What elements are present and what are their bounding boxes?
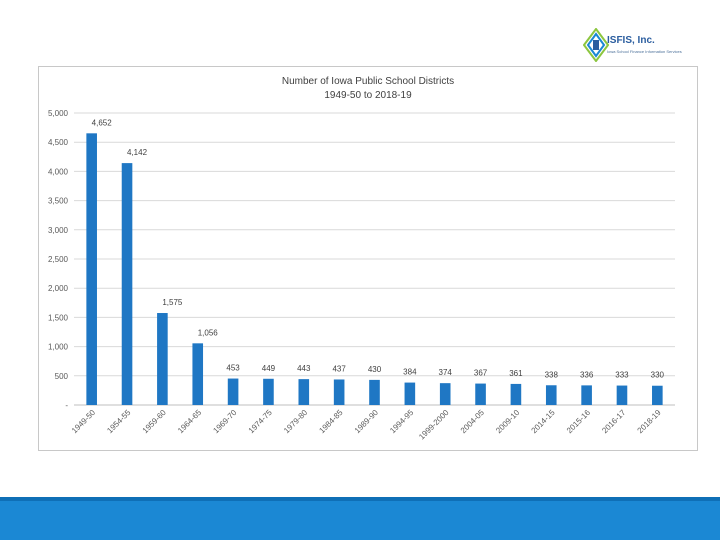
data-label: 384: [403, 368, 417, 377]
bar-1964-65: [192, 343, 204, 405]
x-tick-label: 1979-80: [282, 408, 310, 436]
data-label: 430: [368, 365, 382, 374]
x-tick-label: 1974-75: [247, 408, 275, 436]
y-tick-label: 4,000: [48, 167, 69, 176]
y-tick-label: 1,000: [48, 343, 69, 352]
x-tick-label: 2015-16: [565, 408, 593, 436]
data-label: 336: [580, 370, 594, 379]
x-tick-label: 2014-15: [530, 408, 558, 436]
data-label: 437: [332, 364, 346, 373]
bar-2004-05: [475, 383, 486, 405]
bar-2009-10: [510, 383, 522, 405]
y-tick-label: 1,500: [48, 313, 69, 322]
data-labels: 4,652 4,142 1,575 1,056 453 449 443 437 430 384 37…: [92, 118, 665, 379]
y-tick-label: 3,500: [48, 197, 69, 206]
data-label: 449: [262, 364, 276, 373]
y-tick-label: 5,000: [48, 109, 69, 118]
x-tick-label: 1999-2000: [417, 408, 451, 442]
x-tick-label: 2016-17: [600, 408, 628, 436]
x-tick-label: 1949-50: [70, 408, 98, 436]
x-tick-label: 2018-19: [636, 408, 664, 436]
y-tick-label: -: [65, 401, 68, 410]
data-label: 338: [545, 370, 559, 379]
data-label: 4,652: [92, 118, 113, 127]
logo-name: ISFIS, Inc.: [607, 35, 655, 46]
bar-1989-90: [369, 379, 380, 405]
data-label: 330: [651, 371, 665, 380]
x-tick-label: 2004-05: [459, 408, 487, 436]
y-tick-label: 3,000: [48, 226, 69, 235]
bar-chart: Number of Iowa Public School Districts 1…: [48, 76, 675, 442]
bars: [86, 133, 663, 406]
y-tick-label: 4,500: [48, 138, 69, 147]
x-axis-ticks: 1949-50 1954-55 1959-60 1964-65 1969-70 1974-…: [70, 408, 663, 442]
y-tick-label: 2,500: [48, 255, 69, 264]
data-label: 1,575: [162, 298, 183, 307]
bar-1949-50: [86, 133, 97, 406]
bar-2014-15: [545, 385, 557, 405]
x-tick-label: 1994-95: [388, 408, 416, 436]
data-label: 333: [615, 371, 629, 380]
x-tick-label: 1964-65: [176, 408, 204, 436]
data-label: 367: [474, 369, 488, 378]
bar-1974-75: [263, 378, 274, 405]
chart-subtitle: 1949-50 to 2018-19: [324, 90, 412, 101]
bar-1999-2000: [439, 383, 451, 405]
logo-mark-icon: [583, 28, 609, 62]
footer-band: [0, 497, 720, 540]
bar-1994-95: [404, 382, 416, 405]
x-tick-label: 1954-55: [105, 408, 133, 436]
y-axis-ticks: - 500 1,000 1,500 2,000 2,500 3,000 3,500 4,000 4…: [48, 109, 69, 410]
logo-tagline: Iowa School Finance Information Services: [607, 49, 682, 54]
data-label: 443: [297, 364, 311, 373]
bar-1984-85: [333, 379, 345, 405]
x-tick-label: 1959-60: [141, 408, 169, 436]
bar-1954-55: [121, 163, 133, 405]
data-label: 374: [439, 368, 453, 377]
chart-frame: Number of Iowa Public School Districts 1…: [38, 66, 698, 451]
x-tick-label: 1989-90: [353, 408, 381, 436]
bar-2015-16: [581, 385, 592, 405]
x-tick-label: 2009-10: [494, 408, 522, 436]
x-tick-label: 1969-70: [211, 408, 239, 436]
y-tick-label: 500: [55, 372, 69, 381]
bar-2016-17: [616, 385, 628, 405]
chart-title: Number of Iowa Public School Districts: [282, 76, 454, 87]
bar-1979-80: [298, 379, 310, 405]
bar-1959-60: [157, 313, 168, 405]
data-label: 1,056: [198, 328, 219, 337]
isfis-logo: ISFIS, Inc. Iowa School Finance Informat…: [583, 26, 693, 70]
data-label: 4,142: [127, 148, 148, 157]
footer-accent-line: [0, 497, 720, 501]
bar-1969-70: [227, 378, 239, 405]
data-label: 361: [509, 369, 523, 378]
data-label: 453: [226, 364, 240, 373]
y-tick-label: 2,000: [48, 284, 69, 293]
bar-2018-19: [652, 385, 663, 405]
x-tick-label: 1984-85: [317, 408, 345, 436]
